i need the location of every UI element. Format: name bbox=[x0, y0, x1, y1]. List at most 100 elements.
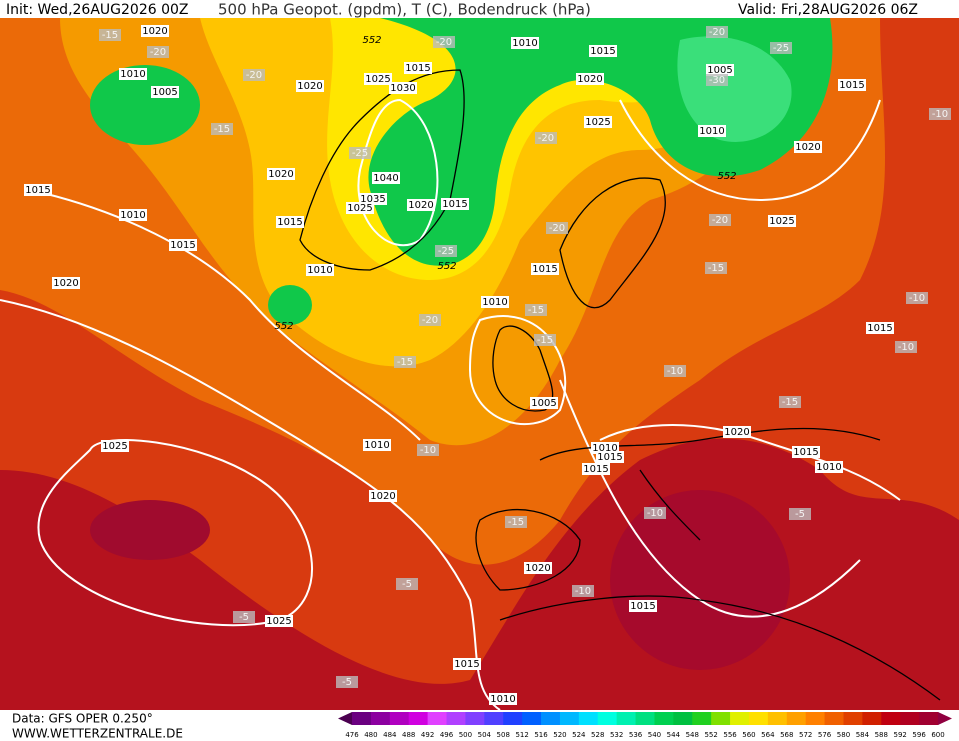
colorbar-swatch bbox=[767, 712, 788, 725]
colorbar-swatch bbox=[673, 712, 693, 725]
colorbar-swatch bbox=[919, 712, 939, 725]
temperature-label: -20 bbox=[422, 315, 438, 326]
pressure-label: 1020 bbox=[142, 26, 167, 37]
pressure-label-box bbox=[489, 693, 517, 705]
pressure-label: 1020 bbox=[724, 427, 749, 438]
temperature-label-box bbox=[572, 585, 594, 597]
temperature-label-box bbox=[709, 214, 731, 226]
map-labels: 1020101010051020102510301015101010151020… bbox=[24, 25, 951, 705]
colorbar-label: 524 bbox=[572, 731, 586, 739]
colorbar-swatch bbox=[389, 712, 410, 725]
colorbar-label: 544 bbox=[667, 731, 681, 739]
colorbar-swatch bbox=[522, 712, 542, 725]
temperature-label: -25 bbox=[352, 148, 368, 159]
pressure-label-box bbox=[24, 184, 52, 196]
temperature-label-box bbox=[435, 245, 457, 257]
temperature-label: -10 bbox=[909, 293, 925, 304]
colorbar-swatch bbox=[654, 712, 674, 725]
pressure-label: 1015 bbox=[532, 264, 557, 275]
colorbar-label: 572 bbox=[799, 731, 812, 739]
pressure-label: 1025 bbox=[585, 117, 610, 128]
colorbar-swatch bbox=[692, 712, 712, 725]
pressure-label-box bbox=[369, 490, 397, 502]
pressure-label: 1015 bbox=[583, 464, 608, 475]
pressure-label-box bbox=[629, 600, 657, 612]
isobar bbox=[468, 315, 567, 426]
field-green-low bbox=[90, 65, 200, 145]
pressure-label: 1015 bbox=[170, 240, 195, 251]
field-dark-red bbox=[90, 500, 210, 560]
temperature-label: -20 bbox=[549, 223, 565, 234]
pressure-label-box bbox=[723, 426, 751, 438]
colorbar-label: 596 bbox=[912, 731, 926, 739]
pressure-label-box bbox=[101, 440, 129, 452]
isobar bbox=[357, 98, 439, 247]
colorbar-swatch bbox=[805, 712, 826, 725]
temperature-label: -20 bbox=[436, 37, 452, 48]
pressure-label: 1015 bbox=[442, 199, 467, 210]
pressure-label: 1010 bbox=[364, 440, 389, 451]
colorbar-label: 520 bbox=[553, 731, 566, 739]
pressure-label: 1010 bbox=[816, 462, 841, 473]
temperature-label-box bbox=[664, 365, 686, 377]
pressure-label-box bbox=[838, 79, 866, 91]
pressure-label-box bbox=[296, 80, 324, 92]
pressure-label: 1010 bbox=[120, 69, 145, 80]
colorbar-swatch bbox=[616, 712, 637, 725]
pressure-label: 1010 bbox=[307, 265, 332, 276]
temperature-label-box bbox=[706, 74, 728, 86]
pressure-label-box bbox=[363, 439, 391, 451]
temperature-label: -5 bbox=[795, 509, 805, 520]
temperature-label: -5 bbox=[239, 612, 249, 623]
pressure-label-box bbox=[441, 198, 469, 210]
temperature-label: -15 bbox=[214, 124, 230, 135]
pressure-label-box bbox=[372, 172, 400, 184]
pressure-label: 1005 bbox=[531, 398, 556, 409]
pressure-label: 1005 bbox=[152, 87, 177, 98]
pressure-label-box bbox=[151, 86, 179, 98]
map-title: 500 hPa Geopot. (gpdm), T (C), Bodendruc… bbox=[218, 1, 591, 19]
colorbar-label: 580 bbox=[837, 731, 850, 739]
temperature-label-box bbox=[349, 147, 371, 159]
temperature-label: -15 bbox=[782, 397, 798, 408]
pressure-label-box bbox=[866, 322, 894, 334]
pressure-label-box bbox=[794, 141, 822, 153]
colorbar-label: 528 bbox=[591, 731, 604, 739]
temperature-label-box bbox=[644, 507, 666, 519]
colorbar-swatch bbox=[900, 712, 920, 725]
temperature-label-box bbox=[706, 26, 728, 38]
pressure-label: 1010 bbox=[592, 443, 617, 454]
height-label: 552 bbox=[274, 321, 293, 332]
height-label: 552 bbox=[437, 261, 456, 272]
iberia bbox=[475, 508, 581, 591]
temperature-label: -15 bbox=[102, 30, 118, 41]
temperature-label-box bbox=[705, 262, 727, 274]
colorbar-label: 500 bbox=[459, 731, 472, 739]
temperature-label: -20 bbox=[150, 47, 166, 58]
temperature-label: -25 bbox=[438, 246, 454, 257]
colorbar-swatch bbox=[427, 712, 448, 725]
pressure-label-box bbox=[389, 82, 417, 94]
pressure-label: 1010 bbox=[699, 126, 724, 137]
colorbar: 476 480 484 488 492 496 500 504 508 512 516 520 524 5… bbox=[338, 712, 952, 739]
pressure-label: 1025 bbox=[266, 616, 291, 627]
pressure-label: 1015 bbox=[597, 452, 622, 463]
colorbar-swatch bbox=[408, 712, 429, 725]
colorbar-swatch bbox=[786, 712, 807, 725]
isobar bbox=[29, 189, 421, 441]
colorbar-label: 512 bbox=[515, 731, 528, 739]
site-name: WWW.WETTERZENTRALE.DE bbox=[12, 727, 183, 741]
temperature-label: -20 bbox=[709, 27, 725, 38]
pressure-label: 1015 bbox=[839, 80, 864, 91]
pressure-label-box bbox=[276, 216, 304, 228]
britain bbox=[492, 325, 554, 412]
colorbar-swatch bbox=[541, 712, 561, 725]
pressure-label-box bbox=[407, 199, 435, 211]
header-band bbox=[0, 0, 959, 18]
pressure-label: 1020 bbox=[525, 563, 550, 574]
pressure-label-box bbox=[119, 209, 147, 221]
colorbar-swatch bbox=[635, 712, 655, 725]
temperature-label-box bbox=[394, 356, 416, 368]
temperature-label: -15 bbox=[397, 357, 413, 368]
pressure-label: 1015 bbox=[867, 323, 892, 334]
